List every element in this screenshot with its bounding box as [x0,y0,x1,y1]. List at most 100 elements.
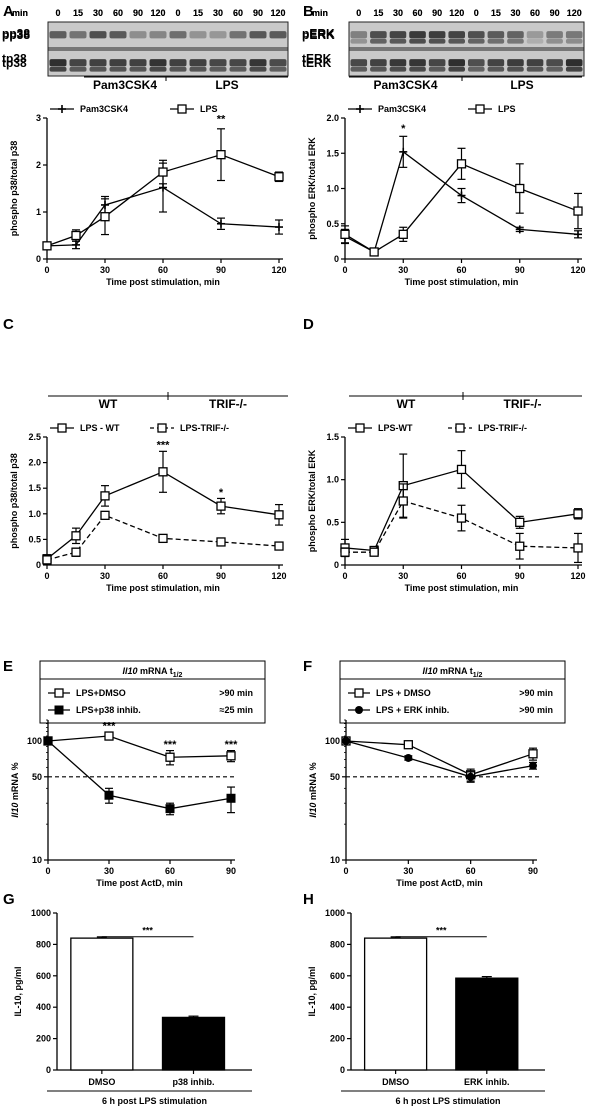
blot-time-label: 90 [432,8,442,18]
blot-time-label: 60 [113,8,123,18]
blot-band [546,31,563,39]
blot-time-label: 30 [510,8,520,18]
series-line-1 [47,735,232,758]
x-tick-label: 60 [456,571,466,581]
y-tick-label: 50 [330,772,340,782]
data-point [226,793,236,803]
blot-group-label: LPS [215,78,238,92]
y-tick-label: 0 [334,254,339,264]
y-tick-label: 400 [330,1002,345,1012]
y-tick-label: 1.5 [326,432,339,442]
blot-row-label: pERK [302,27,335,41]
blot-group-label: Pam3CSK4 [373,78,437,92]
y-tick-label: 600 [36,971,51,981]
blot-band [507,66,524,72]
data-point [528,749,538,759]
y-tick-label: 100 [27,736,42,746]
blot-time-label: 60 [530,8,540,18]
title-sub: 1/2 [173,672,183,679]
blot-row-label: tp38 [2,56,27,70]
blot-time-label: 0 [55,8,60,18]
x-tick-label: 0 [342,571,347,581]
blot-band [428,66,446,72]
x-axis-label: 6 h post LPS stimulation [102,1096,207,1106]
y-axis-label: phospho p38/total p38 [9,453,19,549]
series-line-2 [345,740,534,778]
blot-time-label: 15 [193,8,203,18]
significance-label: * [401,123,406,135]
blot-band [69,66,87,72]
blot-band [565,59,583,67]
blot-time-label: 120 [449,8,464,18]
legend-marker [157,423,167,433]
blot-band [507,31,524,39]
blot-time-label: 30 [393,8,403,18]
data-point [403,740,413,750]
blot-band [89,59,107,67]
blot-min-label: min [12,8,28,18]
blot-band [350,38,368,44]
legend-marker [475,104,485,114]
blot-time-label: 30 [393,8,403,18]
legend-label: Pam3CSK4 [80,104,128,114]
x-tick-label: 0 [342,265,347,275]
blot-band [69,59,87,67]
legend-marker [455,423,465,433]
x-tick-label: 30 [398,571,408,581]
data-point [43,736,53,746]
blot-time-label: 120 [150,8,165,18]
blot-time-label: 60 [530,8,540,18]
blot-band [565,38,583,44]
y-tick-label: 0 [334,560,339,570]
significance-label: *** [103,720,117,732]
blot-band [69,31,87,39]
blot-time-label: 60 [113,8,123,18]
significance-label: *** [142,926,153,936]
blot-band [249,66,267,72]
panel-label-B: B [303,3,314,20]
title-rest: mRNA t [138,666,173,676]
blot-time-label: 15 [193,8,203,18]
blot-group-label: WT [397,397,416,411]
bar [161,1016,226,1071]
title-rest: mRNA t [438,666,473,676]
blot-time-label: 15 [373,8,383,18]
data-point [398,496,408,506]
y-tick-label: 1.5 [326,148,339,158]
y-tick-label: 1000 [31,908,51,918]
blot-band [507,38,524,44]
data-point [573,509,583,519]
y-tick-label: 1000 [325,908,345,918]
data-point [104,790,114,800]
blot-group-label: LPS [510,78,533,92]
y-axis-label-rest: mRNA % [308,762,318,802]
legend-marker [355,706,363,714]
x-tick-label: 30 [100,571,110,581]
series-line-1 [345,740,534,776]
line-chart-F: 0 30 60 90 10 50 100 Time post ActD, min Il10 mR… [308,719,539,888]
x-tick-label: 60 [158,571,168,581]
data-point [515,541,525,551]
blot-band [468,66,485,72]
y-tick-label: 0.5 [28,534,41,544]
y-tick-label: 1.5 [28,483,41,493]
blot-band [269,66,287,72]
significance-label: *** [157,439,171,451]
panel-label-F: F [303,658,312,675]
blot-time-label: 15 [73,8,83,18]
x-tick-label: 120 [570,265,585,275]
series-line-2 [46,153,280,247]
y-tick-label: 1.0 [326,184,339,194]
blot-time-label: 0 [55,8,60,18]
blot-band [468,31,485,39]
data-point [398,229,408,239]
legend-box-title: Il10 mRNA t1/2 [123,666,183,679]
blot-band [565,31,583,39]
blot-time-label: 60 [233,8,243,18]
title-gene: Il10 [123,666,138,676]
bar-chart-G: 0 200 400 600 800 1000 IL-10, pg/ml DMSO p38 inh… [13,908,252,1106]
legend-label: LPS-TRIF-/- [180,423,229,433]
blot-band [169,66,187,72]
bar [455,977,519,1071]
blot-min-label: min [312,8,328,18]
